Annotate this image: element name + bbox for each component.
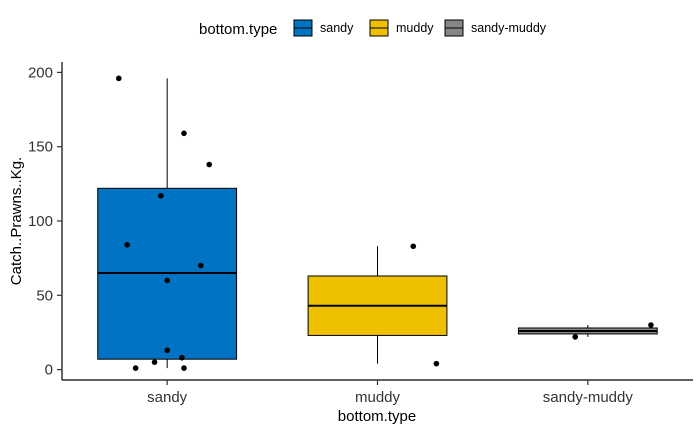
boxes-layer [97,78,658,369]
data-point-sandy [124,241,131,248]
y-axis-title: Catch..Prawns..Kg. [8,157,25,285]
y-tick-label: 0 [45,362,53,379]
x-tick-label-sandy-muddy: sandy-muddy [543,389,634,406]
box-muddy [307,246,448,364]
data-point-sandy [181,365,187,371]
data-point-sandy [164,277,170,284]
legend-item-sandy-muddy: sandy-muddy [444,19,547,37]
points-layer [115,75,654,371]
y-tick-label: 50 [36,287,53,304]
data-point-sandy [198,262,204,269]
data-point-sandy [181,130,187,137]
data-point-muddy [433,360,440,367]
y-tick-label: 200 [28,64,53,81]
data-point-sandy-muddy [648,322,654,328]
legend-label-sandy: sandy [320,21,354,35]
y-tick-label: 100 [28,213,53,230]
data-point-sandy [151,359,158,365]
box-sandy-muddy [517,325,658,337]
x-axis-title: bottom.type [338,408,416,425]
x-axis-ticks: sandy muddy sandy-muddy [147,380,633,406]
data-point-sandy [206,161,213,168]
data-point-sandy [179,354,185,361]
legend: bottom.type sandy muddy sandy-muddy [199,19,547,38]
x-tick-label-sandy: sandy [147,389,188,406]
legend-label-sandy-muddy: sandy-muddy [471,21,547,35]
data-point-sandy [164,347,170,354]
legend-item-muddy: muddy [369,19,434,37]
legend-title: bottom.type [199,21,277,38]
box-sandy [97,78,238,369]
data-point-sandy [115,75,122,82]
data-point-sandy [158,192,164,199]
legend-label-muddy: muddy [396,21,434,35]
data-point-muddy [410,243,417,250]
legend-item-sandy: sandy [293,19,354,37]
data-point-sandy-muddy [572,334,579,340]
y-axis-ticks: 0 50 100 150 200 [28,64,62,379]
x-tick-label-muddy: muddy [355,389,401,406]
y-tick-label: 150 [28,139,53,156]
data-point-sandy [132,365,139,371]
